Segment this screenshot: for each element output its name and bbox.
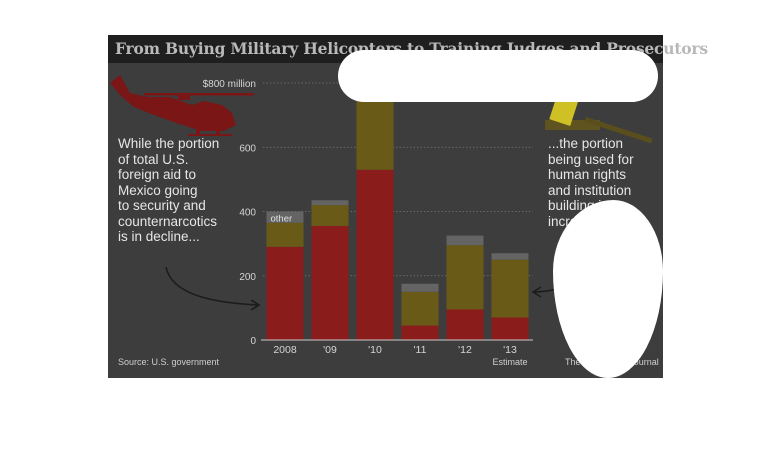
annotation-right: ...the portion being used for human righ…	[548, 136, 634, 229]
y-tick-label: 0	[250, 336, 256, 347]
annotation-left-line: Mexico going	[118, 182, 198, 198]
annotation-left-line: is in decline...	[118, 229, 200, 244]
bar-human_rights	[401, 291, 439, 326]
white-blob-top	[338, 50, 658, 102]
bar-security	[491, 317, 529, 340]
annotation-left-line: foreign aid to	[118, 167, 197, 182]
arrow-left	[165, 266, 261, 311]
bar-security	[311, 225, 349, 340]
annotation-left-line: counternarcotics	[118, 213, 218, 229]
bar-human_rights	[446, 245, 484, 310]
bar-security	[266, 246, 304, 340]
source-note: Source: U.S. government	[118, 357, 220, 367]
y-tick-label: 400	[239, 208, 256, 219]
white-blob-right	[553, 200, 663, 378]
annotation-left-line: While the portion	[118, 136, 220, 151]
bar-other	[446, 235, 484, 246]
x-tick-label: 2008	[273, 344, 297, 356]
bar-security	[446, 309, 484, 340]
bar-security	[356, 169, 394, 340]
y-tick-label: $800 million	[203, 79, 256, 90]
bar-other	[401, 283, 439, 292]
helicopter-icon	[110, 75, 254, 136]
bar-human_rights	[266, 222, 304, 247]
bars: other	[266, 91, 529, 340]
annotation-right-line: ...the portion	[548, 136, 624, 151]
x-tick-label: '11	[414, 344, 427, 356]
y-axis-ticks: 0 200 400 600 $800 million	[203, 79, 257, 347]
annotation-right-line: being used for	[548, 151, 634, 167]
annotation-left: While the portion of total U.S. foreign …	[118, 136, 219, 245]
x-tick-label: '13	[503, 344, 517, 356]
x-tick-label: '12	[458, 344, 472, 356]
annotation-left-line: to security and	[118, 198, 206, 213]
series-label-other: other	[271, 214, 293, 225]
x-tick-label: '09	[323, 344, 337, 356]
bar-human_rights	[491, 259, 529, 318]
chart-area: 0 200 400 600 $800 million other 2008 '09 '10 '…	[110, 75, 653, 367]
annotation-right-line: human rights	[548, 167, 627, 182]
bar-other	[311, 200, 349, 206]
y-tick-label: 600	[239, 143, 256, 154]
bar-human_rights	[356, 99, 394, 170]
annotation-left-line: of total U.S.	[118, 151, 189, 167]
x-tick-label: '10	[368, 344, 382, 356]
annotation-right-line: and institution	[548, 182, 632, 198]
bar-other	[266, 211, 304, 223]
bar-other	[491, 253, 529, 260]
bar-security	[401, 325, 439, 340]
x-tick-note: Estimate	[492, 357, 527, 367]
bar-human_rights	[311, 205, 349, 226]
y-tick-label: 200	[239, 272, 256, 283]
